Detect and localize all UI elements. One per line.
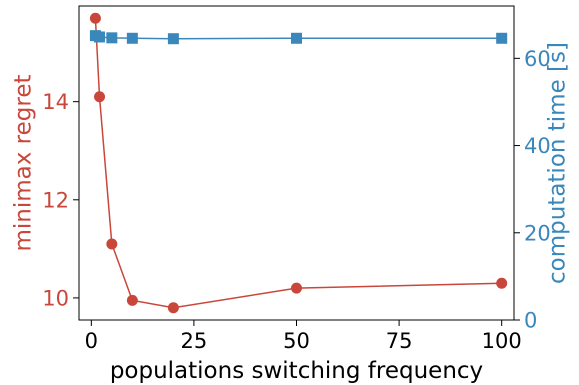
x-tick-label: 0	[85, 329, 98, 353]
right-y-tick-label: 60	[524, 47, 551, 71]
x-axis-label: populations switching frequency	[110, 358, 483, 384]
minimax-regret-point	[106, 238, 118, 250]
x-tick-label: 25	[181, 329, 208, 353]
computation-time-point	[106, 32, 118, 44]
left-y-tick-label: 14	[42, 90, 69, 114]
computation-time-point	[496, 32, 508, 44]
right-y-axis-label: computation time [s]	[545, 42, 571, 284]
minimax-regret-point	[94, 91, 106, 103]
minimax-regret-point	[496, 277, 508, 289]
plot-frame	[78, 5, 515, 321]
x-tick-label: 50	[283, 329, 310, 353]
right-y-tick-label: 40	[524, 134, 551, 158]
left-y-axis-ticks: 10 12 14	[42, 90, 79, 310]
x-tick-label: 75	[386, 329, 413, 353]
right-y-tick-label: 0	[524, 309, 537, 333]
left-y-tick-label: 10	[42, 286, 69, 310]
minimax-regret-point	[291, 282, 302, 294]
right-y-axis-ticks: 0 20 40 60	[514, 47, 551, 333]
minimax-regret-line	[94, 18, 502, 309]
x-axis-ticks: 0 25 50 75 100	[85, 320, 522, 353]
minimax-regret-point	[167, 302, 179, 314]
left-y-tick-label: 12	[42, 188, 69, 212]
computation-time-point	[94, 31, 106, 43]
computation-time-point	[167, 33, 179, 45]
x-tick-label: 100	[482, 329, 522, 353]
right-y-tick-label: 20	[524, 221, 551, 245]
minimax-regret-point	[126, 294, 138, 306]
minimax-regret-point	[89, 12, 101, 24]
computation-time-point	[126, 32, 138, 44]
left-y-axis-label: minimax regret	[11, 74, 37, 251]
series-layer	[89, 12, 508, 314]
computation-time-point	[291, 32, 302, 44]
